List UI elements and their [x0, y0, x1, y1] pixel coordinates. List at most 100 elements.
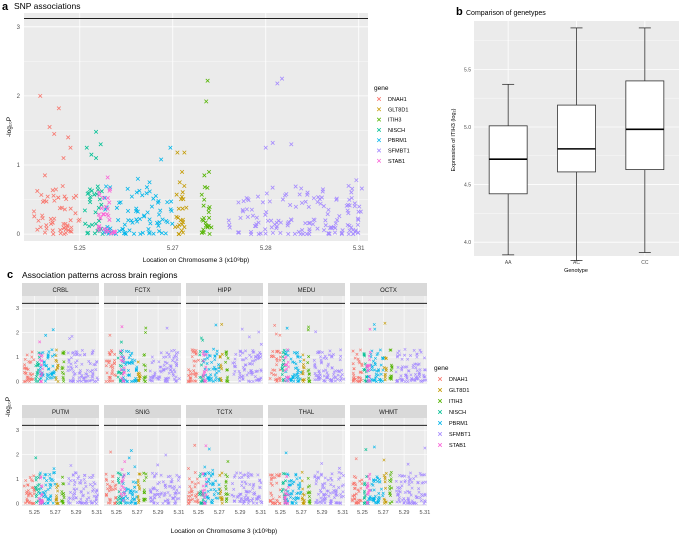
facet-point-nisch [118, 364, 122, 368]
facet-point-dnah1 [108, 353, 112, 357]
panel-a-point-glt8d1 [180, 222, 185, 227]
facet-point-nisch [198, 353, 202, 357]
facet-point-itih3 [224, 351, 228, 355]
facet-point-pbrm1 [206, 376, 210, 380]
panel-a-point-sfmbt1 [346, 183, 351, 188]
panel-a-point-dnah1 [60, 183, 65, 189]
panel-a-point-pbrm1 [147, 180, 152, 185]
panel-b-xtick-label: AC [573, 260, 580, 266]
facet-point-pbrm1 [46, 353, 50, 357]
facet-point-sfmbt1 [85, 372, 89, 376]
facet-point-pbrm1 [214, 376, 218, 380]
panel-a-point-sfmbt1 [321, 228, 327, 233]
facet-point-glt8d1 [54, 368, 58, 372]
facet-point-pbrm1 [205, 350, 209, 354]
facet-point-dnah1 [29, 373, 33, 377]
facet-point-sfmbt1 [94, 368, 98, 372]
facet-point-dnah1 [194, 359, 198, 363]
facet-point-glt8d1 [54, 354, 58, 358]
panel-a-point-sfmbt1 [274, 220, 279, 225]
facet-point-nisch [35, 374, 39, 378]
panel-a-point-dnah1 [36, 218, 41, 223]
panel-a-point-stab1 [105, 227, 110, 232]
facet-point-sfmbt1 [176, 350, 180, 354]
facet-point-sfmbt1 [175, 358, 179, 362]
panel-b-boxes [488, 27, 665, 262]
facet-point-stab1 [41, 367, 45, 371]
facet-point-sfmbt1 [95, 360, 99, 364]
panel-a-point-dnah1 [66, 135, 71, 140]
panel-a-point-sfmbt1 [312, 218, 317, 223]
facet-point-dnah1 [191, 372, 195, 376]
panel-a-point-dnah1 [44, 199, 49, 204]
panel-a-xtick-label: 5.31 [353, 246, 365, 252]
panel-a-point-sfmbt1 [256, 220, 261, 225]
facet-point-pbrm1 [50, 348, 54, 352]
facet-point-itih3 [143, 353, 147, 357]
panel-a-point-nisch [83, 221, 88, 226]
facet-point-sfmbt1 [91, 378, 95, 382]
facet-point-sfmbt1 [87, 359, 91, 363]
facet-point-glt8d1 [219, 365, 223, 369]
facet-point-stab1 [119, 349, 123, 353]
facet-point-sfmbt1 [248, 362, 252, 366]
panel-a-legend-label: GLT8D1 [388, 107, 408, 113]
facet-point-sfmbt1 [164, 355, 168, 359]
facet-point-sfmbt1 [71, 378, 75, 382]
facet-point-dnah1 [30, 355, 34, 359]
panel-a-point-sfmbt1 [349, 190, 354, 195]
facet-point-dnah1 [109, 365, 113, 369]
facet-point-dnah1 [194, 374, 198, 378]
panel-a-legend-label: NISCH [388, 128, 405, 134]
panel-a-point-itih3 [202, 197, 207, 202]
panel-a-point-itih3 [205, 185, 210, 190]
panel-a-point-sfmbt1 [293, 204, 298, 209]
panel-a-xtick-label: 5.28 [260, 246, 272, 252]
facet-point-nisch [37, 355, 41, 359]
panel-a-point-sfmbt1 [278, 220, 284, 225]
panel-a-point-pbrm1 [137, 188, 142, 193]
panel-a-legend-key-dnah1 [376, 96, 382, 102]
facet-point-itih3 [62, 379, 66, 383]
panel-a-point-glt8d1 [179, 169, 185, 174]
panel-a-point-sfmbt1 [306, 221, 311, 226]
panel-a-point-pbrm1 [156, 212, 162, 217]
facet-point-pbrm1 [217, 366, 221, 370]
panel-a-point-stab1 [105, 175, 110, 180]
panel-a-point-sfmbt1 [339, 231, 344, 237]
panel-a-point-sfmbt1 [350, 186, 355, 191]
facet-point-sfmbt1 [164, 377, 168, 381]
panel-a-point-itih3 [206, 210, 211, 215]
facet-point-pbrm1 [213, 358, 217, 362]
facet-point-sfmbt1 [175, 363, 179, 367]
panel-a-point-sfmbt1 [255, 194, 261, 199]
panel-a-point-dnah1 [68, 218, 73, 223]
panel-b-genotype-comparison: b Comparison of genetypes 4.0 4.5 5.0 5.5 A… [451, 6, 679, 274]
panel-a-legend-label: STAB1 [388, 159, 405, 165]
panel-a-point-dnah1 [73, 193, 79, 198]
panel-a-point-dnah1 [42, 230, 48, 235]
panel-a-point-pbrm1 [130, 220, 135, 225]
panel-a-point-pbrm1 [142, 213, 147, 218]
facet-point-dnah1 [113, 358, 117, 362]
facet-point-pbrm1 [207, 367, 211, 371]
facet-point-sfmbt1 [171, 372, 175, 376]
panel-a-point-pbrm1 [117, 200, 122, 205]
facet-point-sfmbt1 [165, 361, 169, 365]
facet-point-sfmbt1 [151, 379, 155, 383]
panel-a-point-sfmbt1 [227, 225, 232, 230]
facet-point-pbrm1 [205, 356, 210, 360]
facet-point-glt8d1 [54, 348, 58, 352]
facet-point-pbrm1 [208, 354, 212, 358]
panel-a-point-pbrm1 [125, 186, 130, 191]
panel-a-legend-key-stab1 [376, 158, 382, 163]
panel-a-point-dnah1 [62, 207, 67, 212]
facet-point-pbrm1 [130, 358, 134, 362]
facet-point-sfmbt1 [66, 365, 70, 369]
panel-a-point-itih3 [201, 203, 206, 208]
panel-a-point-nisch [88, 194, 93, 199]
facet-point-sfmbt1 [232, 372, 236, 376]
facet-point-stab1 [38, 358, 42, 362]
facet-point-sfmbt1 [248, 380, 252, 384]
